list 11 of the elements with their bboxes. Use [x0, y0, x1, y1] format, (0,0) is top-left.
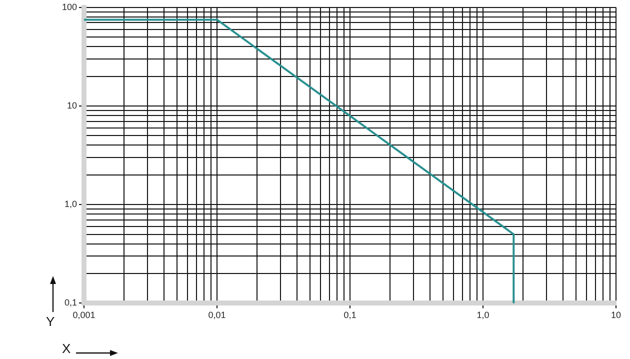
y-tick-label: 10: [67, 100, 78, 110]
x-tick-label: 0,001: [72, 310, 96, 320]
y-tick-label: 0,1: [64, 298, 78, 308]
y-axis-title: Y: [46, 314, 55, 329]
x-axis-title: X: [62, 341, 71, 356]
x-tick-label: 10: [610, 310, 622, 320]
x-tick-label: 0,01: [208, 310, 226, 320]
y-tick-label: 100: [62, 2, 78, 12]
y-tick-label: 1,0: [64, 199, 78, 210]
x-tick-label: 0,1: [344, 310, 356, 320]
x-tick-label: 1,0: [476, 310, 490, 320]
